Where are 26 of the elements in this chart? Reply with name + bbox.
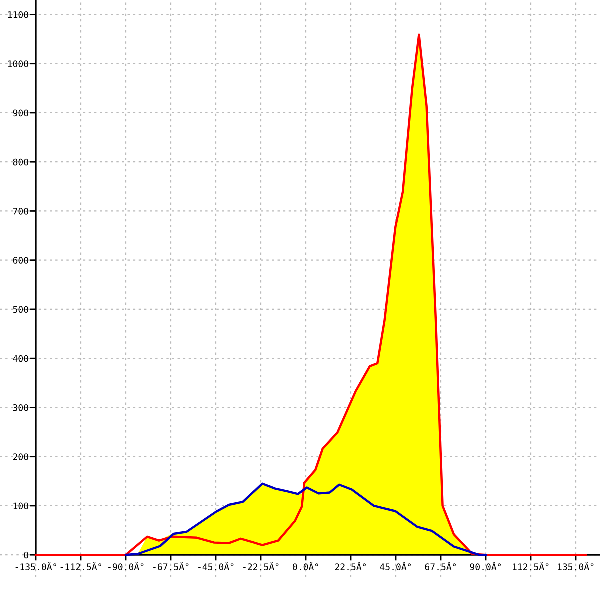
x-tick-label: 90.0Â° — [470, 562, 501, 570]
line-series — [124, 482, 488, 556]
y-tick-label: 500 — [13, 306, 28, 314]
y-tick-label: 0 — [24, 552, 28, 559]
y-tick-label: 900 — [13, 110, 28, 117]
y-tick-label: 800 — [13, 158, 28, 166]
y-tick-label: 300 — [13, 404, 28, 412]
x-tick-label: 45.0Â° — [380, 562, 411, 570]
y-tick-label: 600 — [13, 257, 28, 264]
x-tick-label: -135.0Â° — [16, 562, 56, 570]
x-tick-label: -22.5Â° — [244, 562, 279, 570]
y-tick-label: 400 — [13, 355, 28, 362]
x-tick-label: -90.0Â° — [108, 562, 144, 570]
y-tick-label: 200 — [13, 454, 28, 460]
y-tick-label: 700 — [13, 208, 28, 215]
x-tick-label: -45.0Â° — [198, 562, 234, 570]
y-tick-label: 1000 — [8, 60, 28, 68]
x-tick-label: 22.5Â° — [335, 562, 366, 570]
x-tick-label: 67.5Â° — [425, 562, 456, 570]
x-tick-label: -112.5Â° — [60, 562, 102, 570]
x-tick-label: 112.5Â° — [513, 562, 549, 570]
y-tick-label: 1100 — [8, 11, 28, 18]
x-tick-label: 135.0Â° — [558, 562, 594, 570]
x-tick-label: 0.0Â° — [293, 562, 318, 570]
x-tick-label: -67.5Â° — [154, 562, 189, 570]
y-tick-label: 100 — [14, 502, 28, 510]
